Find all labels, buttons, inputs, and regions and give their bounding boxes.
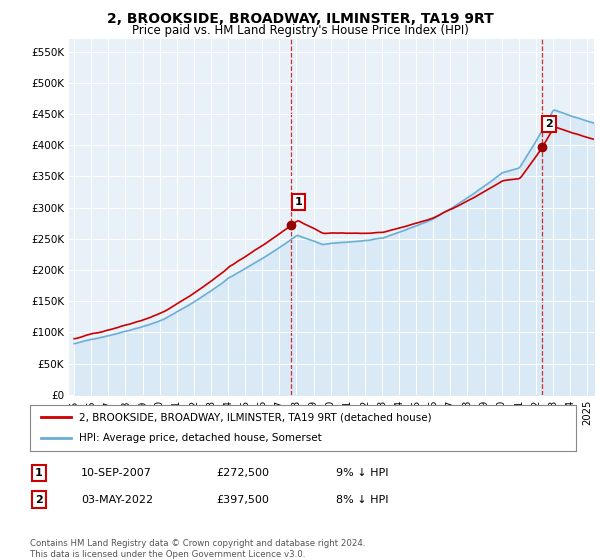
Text: 03-MAY-2022: 03-MAY-2022 [81, 494, 153, 505]
Text: 1: 1 [35, 468, 43, 478]
Text: Price paid vs. HM Land Registry's House Price Index (HPI): Price paid vs. HM Land Registry's House … [131, 24, 469, 36]
Text: 10-SEP-2007: 10-SEP-2007 [81, 468, 152, 478]
Text: 2, BROOKSIDE, BROADWAY, ILMINSTER, TA19 9RT: 2, BROOKSIDE, BROADWAY, ILMINSTER, TA19 … [107, 12, 493, 26]
Text: 2: 2 [35, 494, 43, 505]
Text: 8% ↓ HPI: 8% ↓ HPI [336, 494, 389, 505]
Text: 9% ↓ HPI: 9% ↓ HPI [336, 468, 389, 478]
Text: Contains HM Land Registry data © Crown copyright and database right 2024.
This d: Contains HM Land Registry data © Crown c… [30, 539, 365, 559]
Text: HPI: Average price, detached house, Somerset: HPI: Average price, detached house, Some… [79, 433, 322, 444]
Text: 2, BROOKSIDE, BROADWAY, ILMINSTER, TA19 9RT (detached house): 2, BROOKSIDE, BROADWAY, ILMINSTER, TA19 … [79, 412, 432, 422]
Text: £397,500: £397,500 [216, 494, 269, 505]
Text: £272,500: £272,500 [216, 468, 269, 478]
Text: 1: 1 [295, 197, 302, 207]
Text: 2: 2 [545, 119, 553, 129]
